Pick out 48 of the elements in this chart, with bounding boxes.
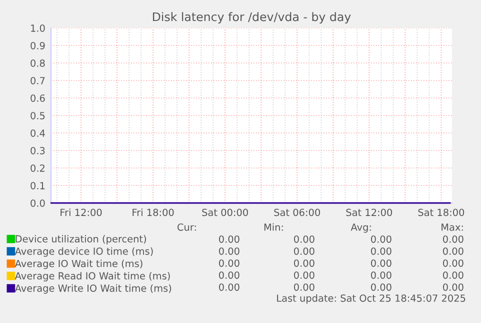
y-tick-label: 0.6 [30, 94, 45, 102]
legend-label: Average device IO time (ms) [14, 247, 153, 257]
text: 0.00 [218, 271, 240, 279]
y-tick-label: 0.9 [30, 42, 45, 50]
x-tick-label: Fri 12:00 [60, 208, 102, 216]
y-tick-label: 0.7 [30, 76, 45, 84]
text: 0.00 [442, 235, 464, 243]
text: 0.00 [442, 259, 464, 267]
text: 0.00 [370, 271, 392, 279]
text: 0.00 [294, 283, 314, 291]
legend-label: Device utilization (percent) [16, 235, 146, 244]
legend-label: Average Write IO Wait time (ms) [14, 284, 172, 294]
text: Max: [442, 224, 463, 231]
x-tick-label: Fri 18:00 [132, 208, 174, 216]
x-tick-label: Sat 12:00 [346, 208, 392, 216]
text: 0.00 [442, 247, 464, 255]
y-tick-label: 0.1 [30, 182, 45, 190]
y-tick-label: 0.0 [30, 199, 45, 207]
y-tick-label: 0.3 [30, 146, 45, 154]
text: Avg: [350, 224, 371, 233]
text: 0.00 [218, 247, 240, 255]
y-tick-label: 0.2 [30, 164, 44, 172]
x-tick-label: Sat 18:00 [418, 208, 464, 216]
text: 0.00 [294, 259, 314, 267]
text: 0.00 [370, 283, 392, 291]
text: 0.00 [442, 283, 464, 291]
text: Cur: [177, 223, 196, 231]
text: 0.00 [218, 235, 240, 243]
text: 0.00 [294, 247, 314, 255]
x-tick-label: Sat 00:00 [202, 208, 248, 216]
text: 0.00 [370, 235, 392, 243]
text: 0.00 [218, 259, 240, 267]
x-tick-label: Sat 06:00 [274, 208, 320, 216]
text: 0.00 [370, 259, 392, 267]
text: 0.00 [218, 283, 240, 291]
text: 0.00 [294, 271, 314, 279]
chart-title: Disk latency for /dev/vda - by day [152, 12, 351, 24]
text: 0.00 [294, 235, 314, 243]
y-tick-label: 0.5 [30, 112, 45, 120]
y-tick-label: 0.4 [30, 129, 45, 137]
y-tick-label: 0.8 [30, 59, 45, 67]
text: 0.00 [442, 271, 464, 279]
legend-label: Average Read IO Wait time (ms) [14, 272, 170, 282]
text: 0.00 [370, 247, 392, 255]
legend-label: Average IO Wait time (ms) [14, 260, 142, 270]
text: Min: [264, 223, 283, 231]
text: Last update: Sat Oct 25 18:45:07 2025 [277, 294, 466, 304]
y-tick-label: 1.0 [31, 24, 45, 32]
